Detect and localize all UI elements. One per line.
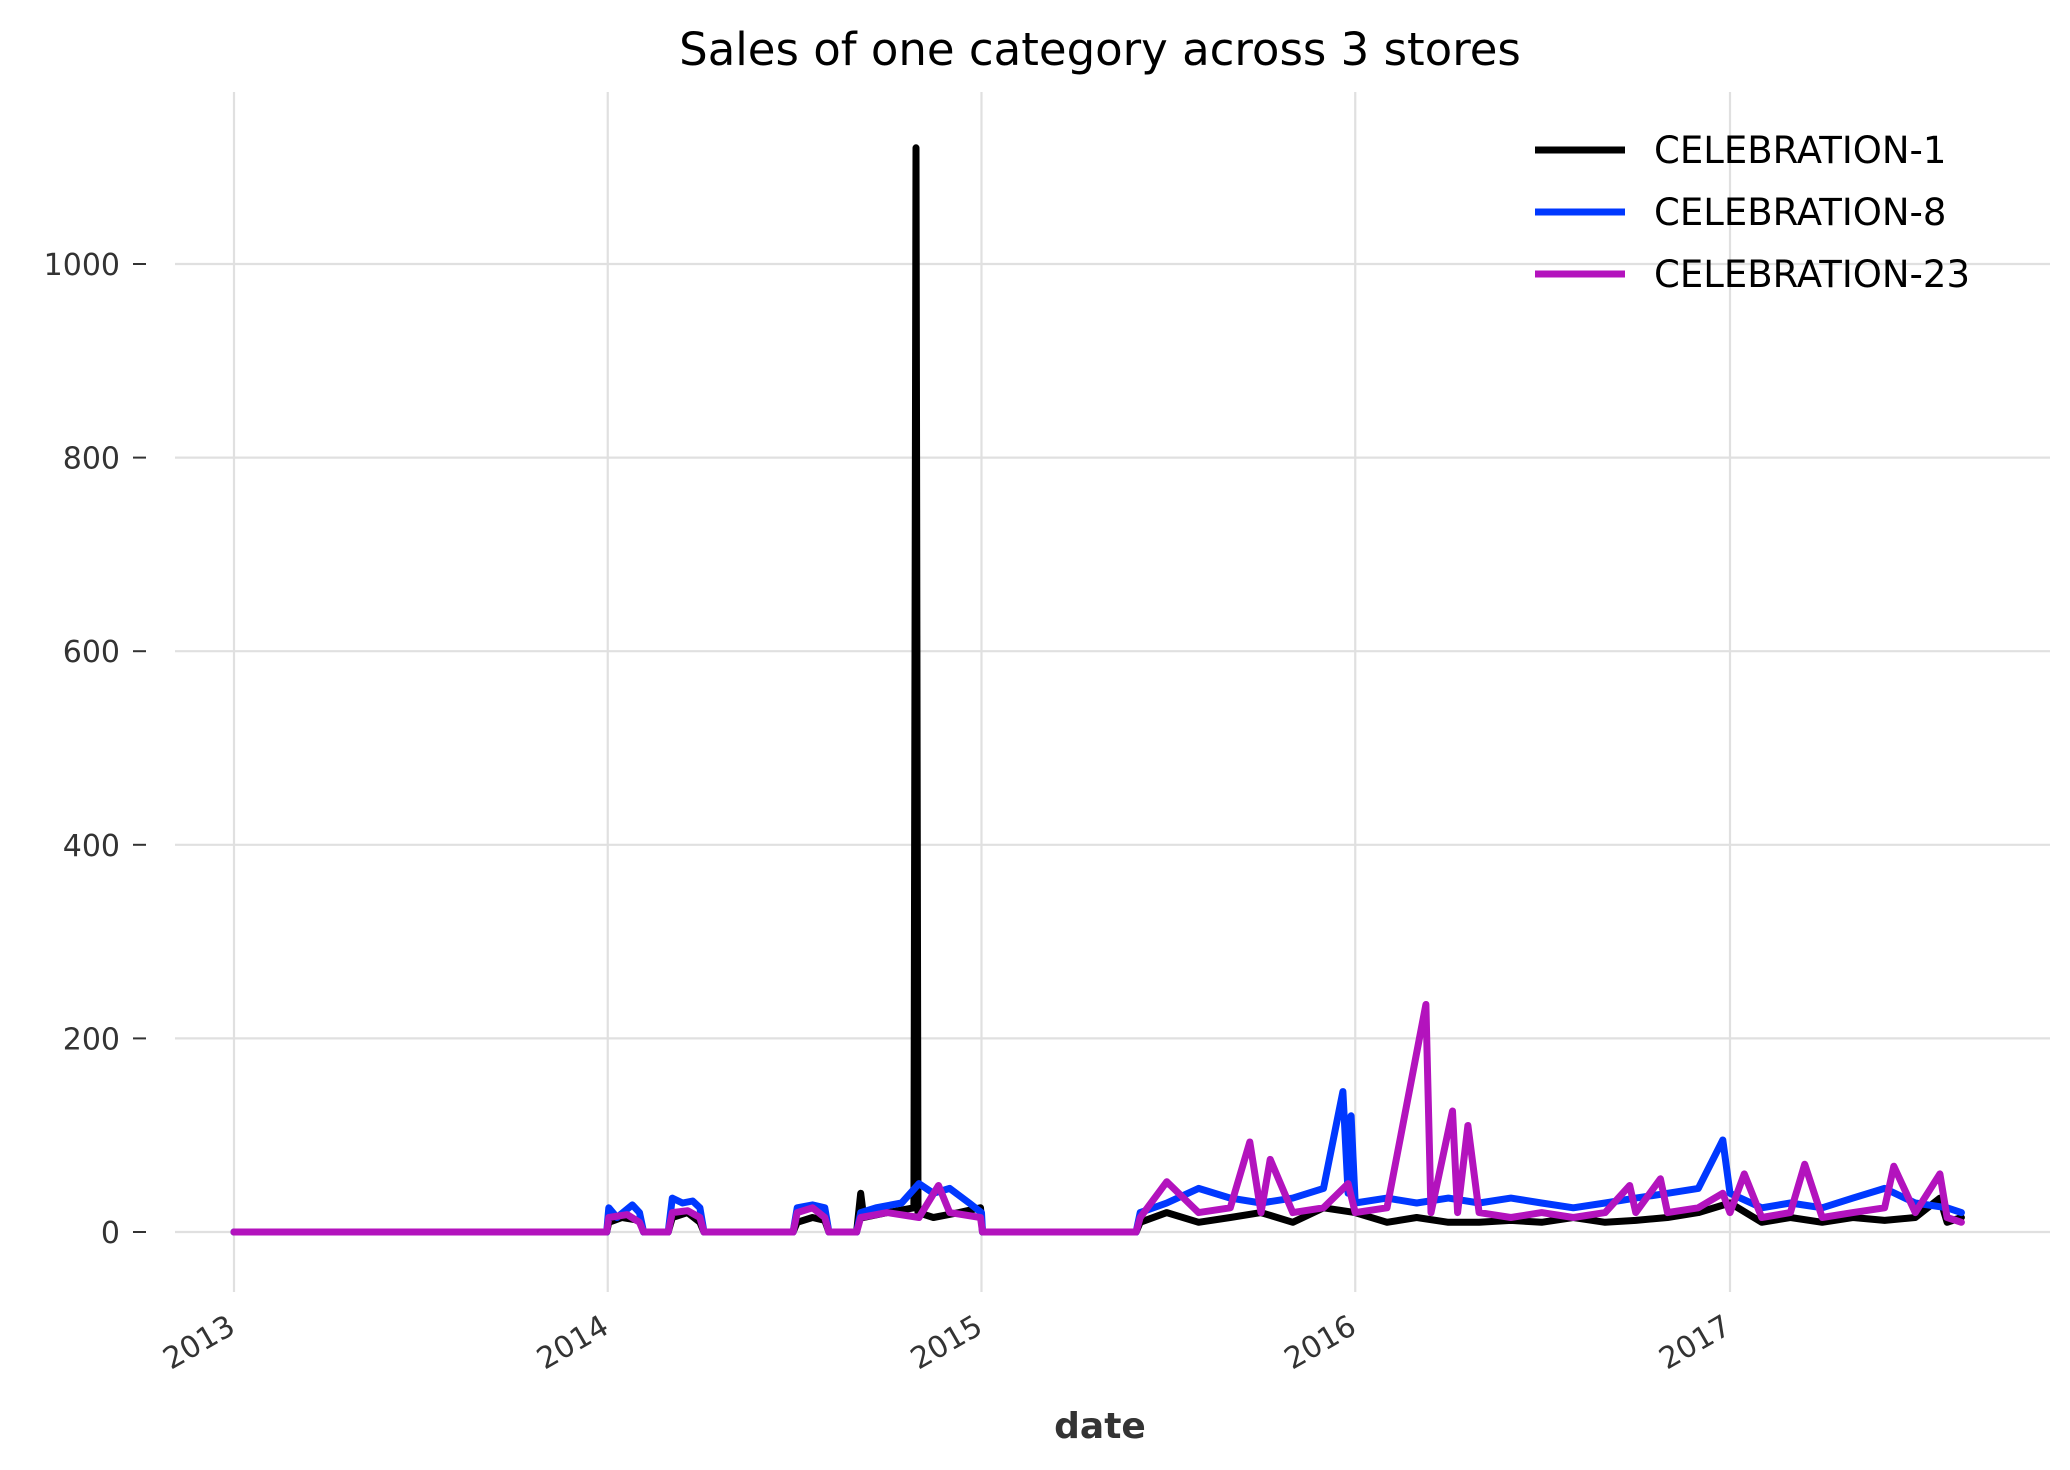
chart-title: Sales of one category across 3 stores — [679, 23, 1521, 76]
y-tick-label: 600 — [63, 635, 120, 670]
legend-label: CELEBRATION-23 — [1654, 253, 1970, 296]
legend-label: CELEBRATION-8 — [1654, 191, 1946, 234]
x-tick-label: 2017 — [1653, 1309, 1737, 1377]
x-tick-label: 2014 — [531, 1309, 615, 1377]
series-line-celebration-23 — [230, 1001, 1965, 1236]
x-axis-ticks: 2013 2014 2015 2016 2017 — [157, 1309, 1737, 1377]
series-line-celebration-8 — [230, 1088, 1965, 1236]
y-tick-label: 400 — [63, 829, 120, 864]
x-tick-label: 2013 — [157, 1309, 241, 1377]
legend: CELEBRATION-1 CELEBRATION-8 CELEBRATION-23 — [1535, 129, 1970, 296]
x-axis-label: date — [1054, 1406, 1146, 1447]
series-lines — [230, 144, 1965, 1236]
y-tick-label: 800 — [63, 442, 120, 477]
y-tick-label: 1000 — [44, 248, 120, 283]
y-tick-label: 0 — [101, 1216, 120, 1251]
legend-label: CELEBRATION-1 — [1654, 129, 1946, 172]
x-tick-label: 2016 — [1279, 1309, 1363, 1377]
series-line-celebration-1 — [230, 144, 1965, 1236]
y-tick-label: 200 — [63, 1022, 120, 1057]
y-axis-ticks: 0 200 400 600 800 1000 — [44, 248, 146, 1251]
grid-lines — [175, 92, 2050, 1292]
x-tick-label: 2015 — [905, 1309, 989, 1377]
